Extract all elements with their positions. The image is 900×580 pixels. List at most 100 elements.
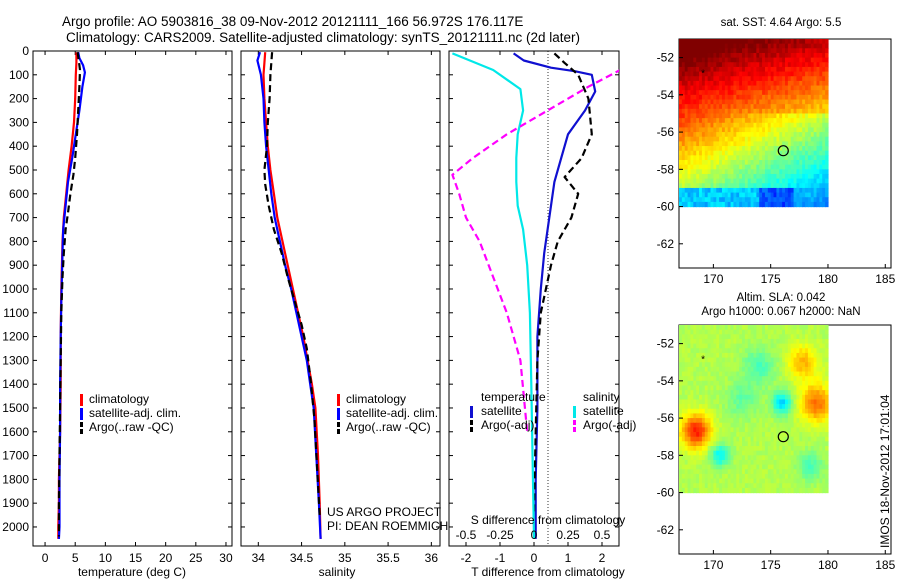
- map-cell: [816, 160, 820, 166]
- map-cell: [753, 136, 757, 142]
- map-cell: [776, 122, 780, 129]
- map-cell: [787, 418, 792, 424]
- map-cell: [756, 80, 760, 87]
- map-cell: [693, 187, 697, 194]
- map-cell: [793, 362, 798, 368]
- map-cell: [733, 325, 737, 331]
- map-cell: [816, 141, 820, 147]
- map-cell: [762, 150, 766, 156]
- map-cell: [799, 469, 803, 475]
- map-cell: [727, 450, 732, 456]
- map-cell: [822, 108, 826, 115]
- map-cell: [802, 352, 806, 359]
- project-line1: US ARGO PROJECT: [327, 505, 442, 519]
- map-cell: [684, 487, 689, 494]
- map-cell: [721, 136, 726, 142]
- map-cell: [719, 39, 723, 45]
- map-cell: [701, 459, 706, 466]
- map-cell: [687, 427, 692, 433]
- map-cell: [787, 94, 792, 101]
- map-cell: [687, 487, 692, 494]
- map-cell: [733, 187, 737, 194]
- map-cell: [701, 52, 706, 59]
- map-cell: [687, 57, 692, 63]
- map-cell: [739, 455, 743, 461]
- map-cell: [807, 352, 812, 359]
- map-cell: [756, 394, 760, 401]
- map-cell: [819, 329, 823, 335]
- map-cell: [793, 43, 798, 49]
- map-cell: [724, 66, 729, 73]
- map-cell: [787, 99, 792, 105]
- map-cell: [810, 192, 815, 198]
- map-cell: [679, 150, 683, 156]
- map-cell: [721, 450, 726, 456]
- map-cell: [759, 136, 763, 142]
- map-cell: [796, 71, 800, 77]
- map-cell: [681, 446, 686, 452]
- map-cell: [799, 352, 803, 359]
- map-cell: [730, 62, 735, 68]
- map-cell: [819, 197, 823, 203]
- map-cell: [802, 80, 806, 87]
- map-cell: [770, 366, 775, 373]
- map-cell: [699, 483, 703, 489]
- map-cell: [813, 52, 818, 59]
- map-cell: [736, 85, 740, 91]
- map-cell: [747, 178, 752, 184]
- map-cell: [793, 136, 798, 142]
- map-cell: [681, 108, 686, 115]
- map-cell: [790, 413, 795, 419]
- map-cell: [704, 450, 709, 456]
- map-cell: [773, 118, 777, 124]
- map-cell: [693, 183, 697, 189]
- map-cell: [690, 90, 694, 96]
- map-cell: [707, 39, 712, 45]
- map-cell: [779, 80, 783, 87]
- map-cell: [739, 464, 743, 470]
- map-cell: [782, 404, 786, 410]
- map-cell: [687, 459, 692, 466]
- map-cell: [770, 90, 775, 96]
- map-cell: [710, 183, 714, 189]
- map-cell: [687, 85, 692, 91]
- map-cell: [785, 183, 789, 189]
- map-cell: [747, 436, 752, 442]
- map-cell: [707, 57, 712, 63]
- map-cell: [825, 343, 829, 349]
- map-cell: [693, 146, 697, 152]
- map-cell: [759, 362, 763, 368]
- map-cell: [787, 459, 792, 466]
- map-cell: [782, 385, 786, 391]
- map-cell: [822, 132, 826, 138]
- map-cell: [744, 71, 749, 77]
- map-cell: [742, 469, 746, 475]
- map-cell: [764, 187, 769, 194]
- map-cell: [724, 385, 729, 391]
- map-cell: [747, 90, 752, 96]
- map-cell: [816, 348, 820, 354]
- map-cell: [747, 418, 752, 424]
- map-cell: [742, 376, 746, 382]
- map-cell: [713, 450, 717, 456]
- map-cell: [779, 362, 783, 368]
- map-cell: [799, 399, 803, 405]
- map-cell: [704, 376, 709, 382]
- map-cell: [785, 399, 789, 405]
- map-cell: [744, 76, 749, 82]
- star-marker: *: [701, 69, 705, 80]
- map-cell: [710, 352, 714, 359]
- map-cell: [713, 399, 717, 405]
- map-cell: [750, 99, 755, 105]
- map-cell: [739, 478, 743, 484]
- map-cell: [727, 122, 732, 129]
- map-cell: [799, 141, 803, 147]
- map-cell: [724, 446, 729, 452]
- map-cell: [724, 464, 729, 470]
- map-cell: [779, 192, 783, 198]
- map-cell: [733, 362, 737, 368]
- map-cell: [687, 418, 692, 424]
- map-cell: [787, 113, 792, 119]
- map-cell: [825, 329, 829, 335]
- map-cell: [816, 455, 820, 461]
